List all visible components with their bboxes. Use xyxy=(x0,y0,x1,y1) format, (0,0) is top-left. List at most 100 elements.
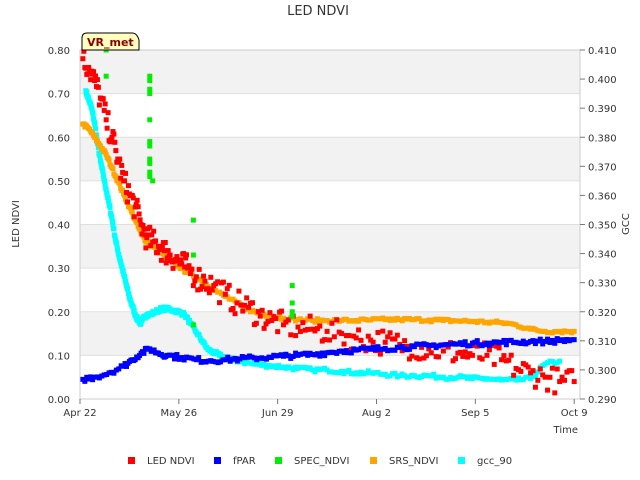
data-point xyxy=(147,224,153,230)
data-points xyxy=(80,47,577,396)
x-tick-label: Oct 9 xyxy=(561,408,588,419)
data-point xyxy=(205,286,211,292)
data-point xyxy=(409,353,415,359)
data-point xyxy=(535,377,541,383)
data-point xyxy=(127,205,133,211)
data-point xyxy=(184,252,190,258)
data-point xyxy=(100,168,106,174)
data-point xyxy=(479,356,485,362)
data-point xyxy=(90,130,96,136)
data-point xyxy=(195,287,201,293)
data-point xyxy=(113,174,119,180)
data-point xyxy=(474,338,480,344)
data-point xyxy=(185,314,191,320)
data-point xyxy=(149,232,155,238)
data-point xyxy=(125,183,131,189)
y-right-tick-label: 0.300 xyxy=(588,366,617,377)
data-point xyxy=(224,286,230,292)
data-point xyxy=(146,232,152,238)
data-point xyxy=(91,69,97,75)
data-point xyxy=(416,356,422,362)
data-point xyxy=(467,343,473,349)
data-point xyxy=(115,248,121,254)
data-point xyxy=(183,255,189,261)
data-point xyxy=(119,265,125,271)
y-right-tick-label: 0.290 xyxy=(588,395,617,406)
legend-item: SPEC_NDVI xyxy=(275,456,349,467)
data-point xyxy=(109,216,115,222)
data-point xyxy=(285,353,291,359)
data-point xyxy=(103,73,109,79)
data-point xyxy=(285,317,291,323)
legend-item: gcc_90 xyxy=(458,456,512,467)
data-point xyxy=(151,347,157,353)
data-point xyxy=(84,89,90,95)
data-point xyxy=(130,195,136,201)
data-point xyxy=(297,328,303,334)
data-point xyxy=(392,347,398,353)
data-point xyxy=(440,348,446,354)
series-gcc-90 xyxy=(83,88,563,383)
data-point xyxy=(134,220,140,226)
data-point xyxy=(348,350,354,356)
data-point xyxy=(506,357,512,363)
data-point xyxy=(300,320,306,326)
data-point xyxy=(532,341,538,347)
data-point xyxy=(537,366,543,372)
legend: LED NDVI fPAR SPEC_NDVI SRS_NDVI gcc_90 xyxy=(128,456,512,467)
data-point xyxy=(530,338,536,344)
data-point xyxy=(147,169,153,175)
data-point xyxy=(230,305,236,311)
data-point xyxy=(341,341,347,347)
y-right-tick-label: 0.360 xyxy=(588,191,617,202)
vr-met-label: VR_met xyxy=(87,36,134,49)
data-point xyxy=(334,317,340,323)
data-point xyxy=(322,337,328,343)
y-right-tick-label: 0.370 xyxy=(588,162,617,173)
data-point xyxy=(269,317,275,323)
data-point xyxy=(273,315,279,321)
data-point xyxy=(545,387,551,393)
data-point xyxy=(123,170,129,176)
legend-swatch xyxy=(275,457,282,464)
data-point xyxy=(141,226,147,232)
data-point xyxy=(249,300,255,306)
y-right-tick-label: 0.380 xyxy=(588,133,617,144)
data-point xyxy=(222,291,228,297)
data-point xyxy=(147,91,153,97)
data-point xyxy=(289,309,295,315)
data-point xyxy=(234,300,240,306)
data-point xyxy=(569,368,575,374)
data-point xyxy=(121,363,127,369)
data-point xyxy=(462,339,468,345)
data-point xyxy=(178,257,184,263)
data-point xyxy=(179,261,185,267)
data-point xyxy=(102,149,108,155)
data-point xyxy=(240,308,246,314)
data-point xyxy=(98,159,104,165)
data-point xyxy=(125,287,131,293)
data-point xyxy=(167,252,173,258)
data-point xyxy=(312,319,318,325)
data-point xyxy=(147,160,153,166)
data-point xyxy=(289,300,295,306)
data-point xyxy=(199,284,205,290)
data-point xyxy=(571,328,577,334)
data-point xyxy=(155,249,161,255)
data-point xyxy=(147,73,153,79)
x-axis-label: Time xyxy=(553,425,578,436)
data-point xyxy=(156,309,162,315)
data-point xyxy=(322,353,328,359)
data-point xyxy=(259,307,265,313)
y-left-tick-label: 0.10 xyxy=(48,351,70,362)
data-point xyxy=(147,156,153,162)
data-point xyxy=(134,197,140,203)
data-point xyxy=(537,336,543,342)
data-point xyxy=(135,204,141,210)
data-point xyxy=(275,329,281,335)
data-point xyxy=(111,370,117,376)
data-point xyxy=(356,327,362,333)
data-point xyxy=(290,353,296,359)
data-point xyxy=(143,245,149,251)
